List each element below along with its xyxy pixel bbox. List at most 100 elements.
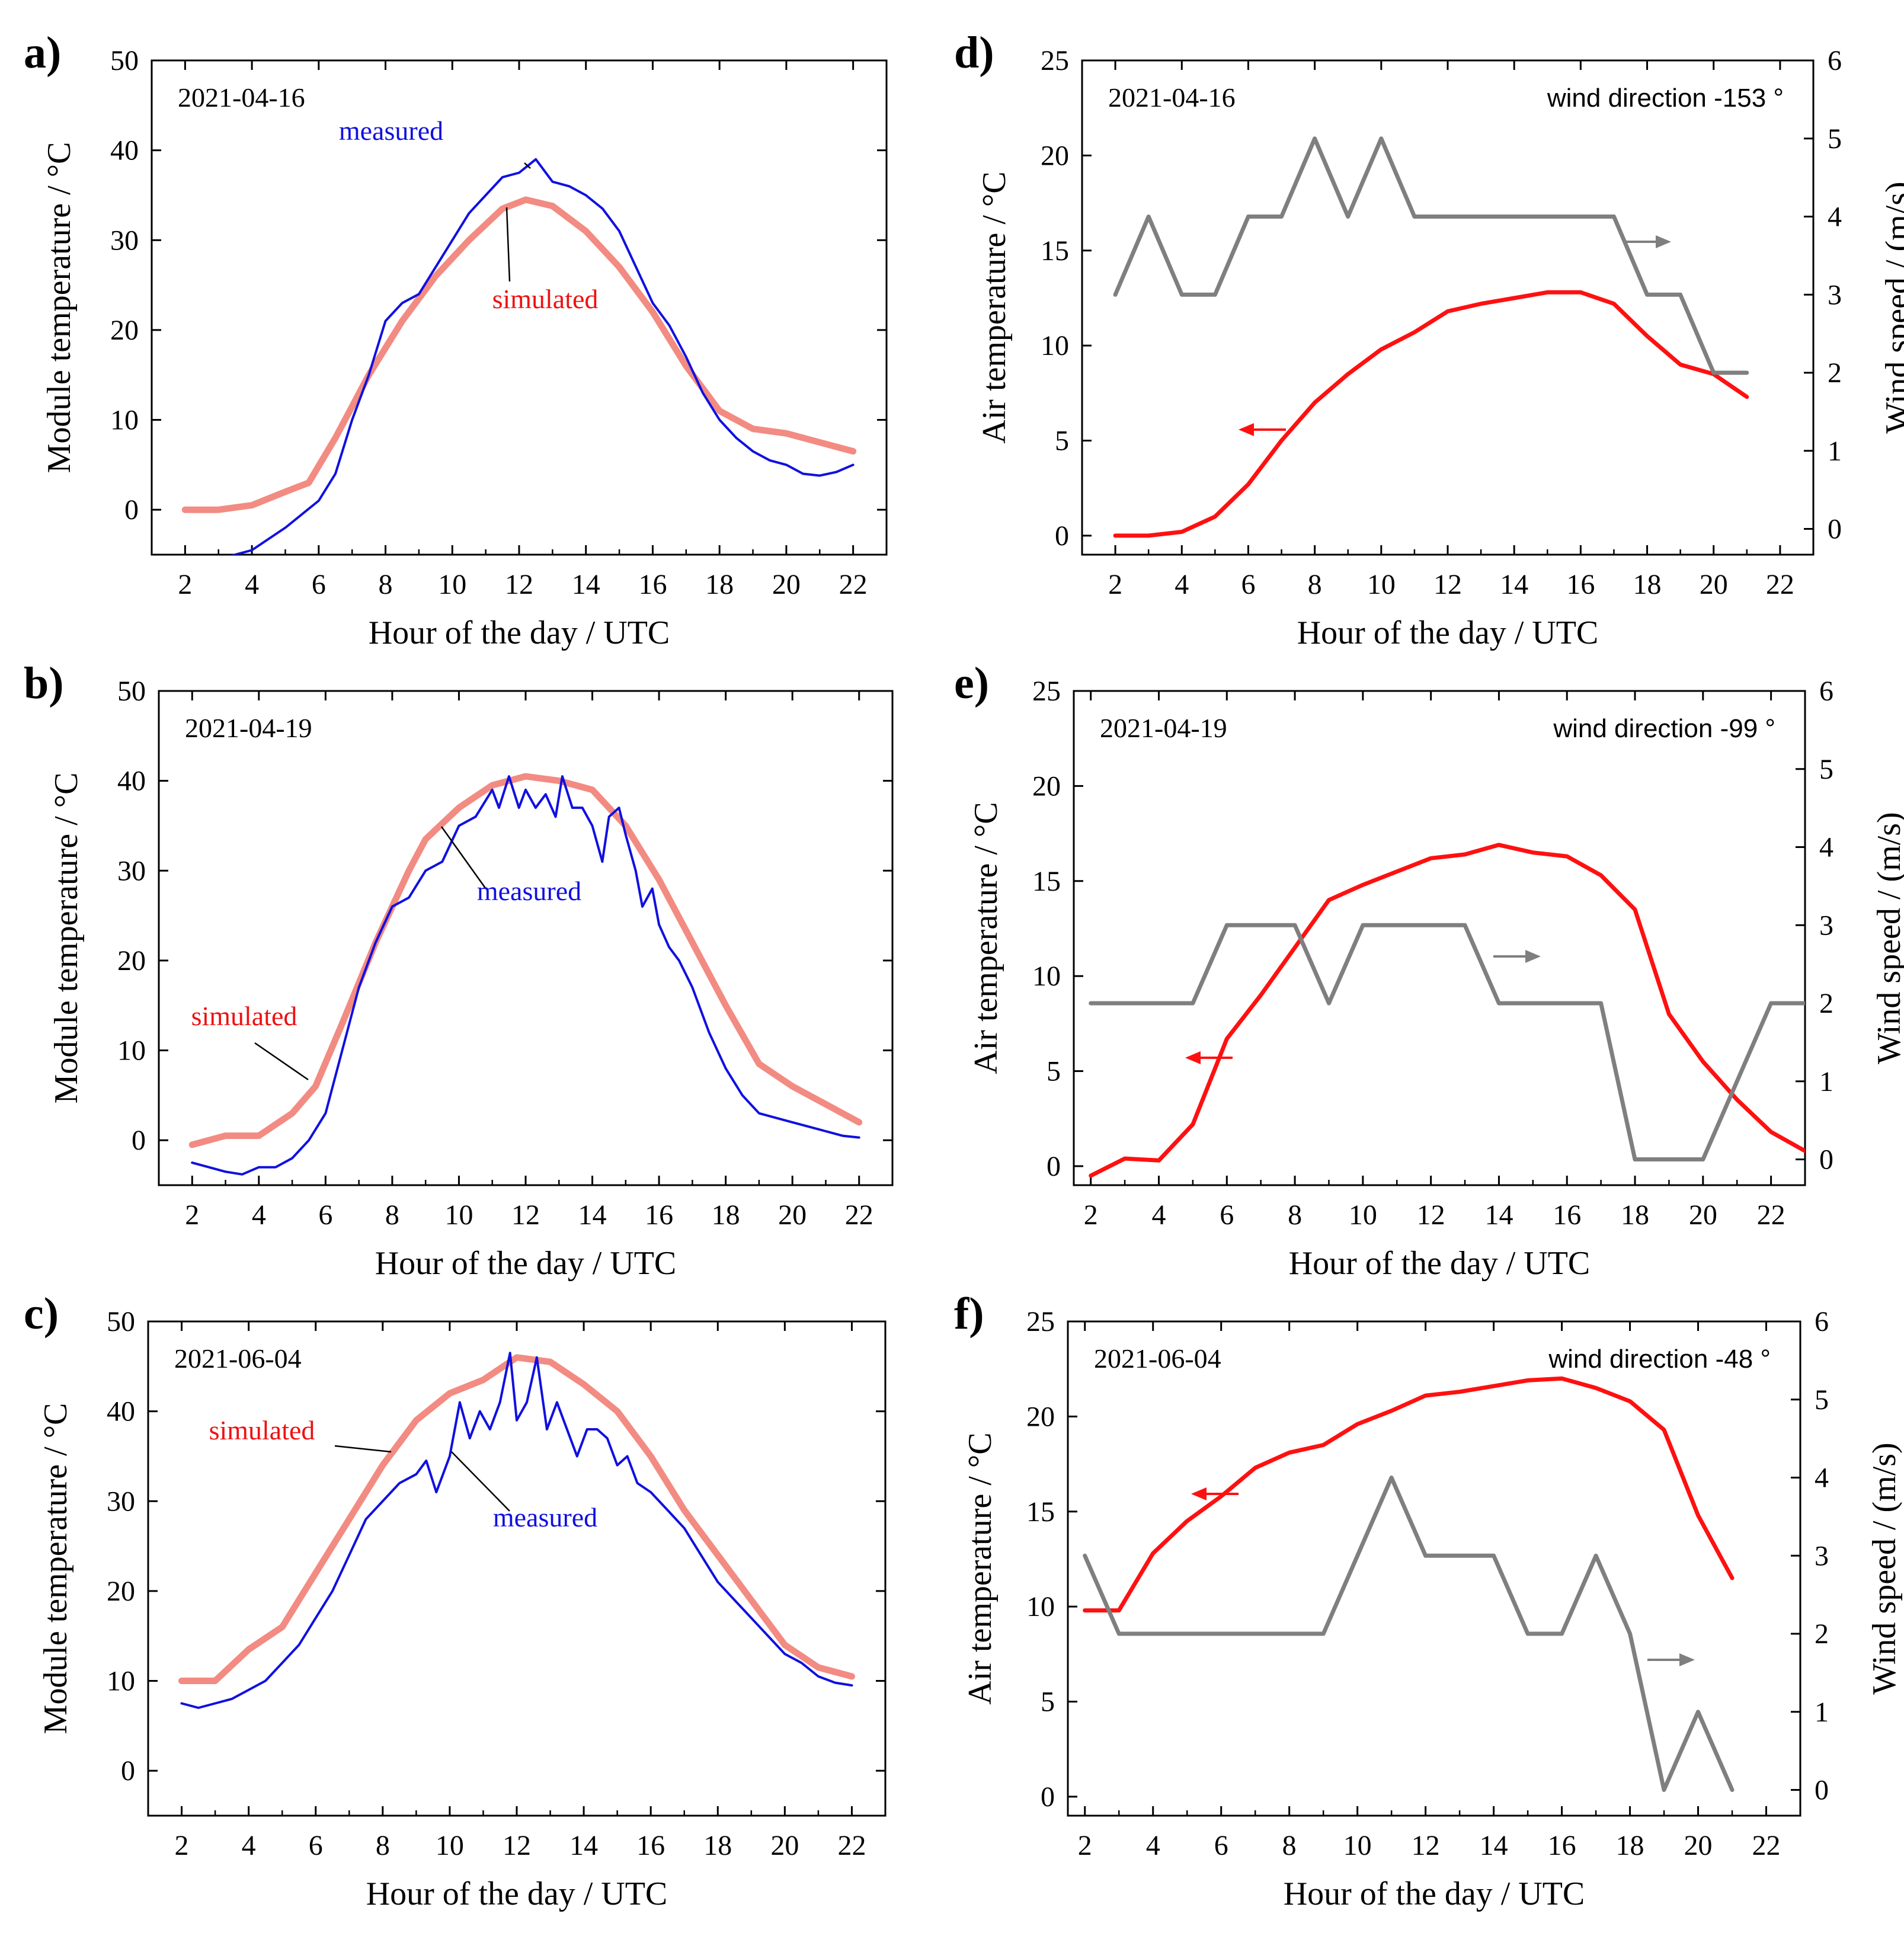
x-tick-label: 18	[1621, 1199, 1649, 1231]
y-tick-label: 50	[107, 1306, 135, 1337]
x-tick-label: 6	[309, 1830, 323, 1861]
x-tick-label: 2	[178, 569, 192, 600]
annotation-leader	[505, 207, 511, 282]
x-tick-label: 4	[1175, 569, 1189, 600]
annotation-simulated: simulated	[209, 1415, 315, 1445]
series-line-wind-speed	[1089, 923, 1805, 1161]
x-tick-label: 18	[1616, 1830, 1644, 1861]
x-tick-label: 2	[1078, 1830, 1092, 1861]
x-tick-label: 12	[505, 569, 533, 600]
y-tick-label: 30	[110, 225, 139, 256]
annotation-simulated: simulated	[492, 284, 599, 314]
y2-tick-label: 0	[1815, 1775, 1829, 1806]
x-axis-title: Hour of the day / UTC	[366, 1876, 668, 1912]
x-tick-label: 8	[379, 569, 393, 600]
y2-tick-label: 3	[1815, 1540, 1829, 1572]
x-tick-label: 10	[1349, 1199, 1377, 1231]
y-tick-label: 20	[1032, 770, 1061, 802]
date-label: 2021-04-19	[185, 713, 312, 743]
series-line-wind-speed	[1113, 136, 1749, 375]
panel-letter: d)	[954, 28, 994, 78]
x-tick-label: 10	[1343, 1830, 1372, 1861]
y-tick-label: 0	[124, 494, 139, 526]
x-tick-label: 6	[1214, 1830, 1228, 1861]
wind-direction-label: wind direction -99 °	[1553, 714, 1775, 743]
plot-frame	[1081, 59, 1815, 556]
x-tick-label: 16	[1553, 1199, 1581, 1231]
x-tick-label: 20	[1684, 1830, 1713, 1861]
y2-tick-label: 0	[1828, 514, 1842, 545]
y-tick-label: 50	[117, 676, 146, 707]
x-tick-label: 18	[705, 569, 734, 600]
x-tick-label: 12	[1412, 1830, 1440, 1861]
annotation-leader	[334, 1445, 392, 1453]
y-tick-label: 10	[110, 405, 139, 436]
y-tick-label: 20	[117, 945, 146, 977]
date-label: 2021-04-16	[178, 82, 305, 113]
y2-tick-label: 6	[1819, 676, 1833, 707]
x-tick-label: 14	[572, 569, 600, 600]
series-line-air-temperature	[1083, 1376, 1735, 1613]
series-group	[178, 1352, 855, 1709]
x-tick-label: 16	[638, 569, 667, 600]
y2-tick-label: 1	[1815, 1697, 1829, 1728]
left-axis-arrow-head	[1191, 1487, 1207, 1500]
annotation-leader	[524, 162, 531, 169]
x-axis-title: Hour of the day / UTC	[369, 615, 670, 651]
x-tick-label: 8	[1288, 1199, 1302, 1231]
x-tick-label: 18	[703, 1830, 732, 1861]
x-tick-label: 10	[444, 1199, 473, 1231]
x-tick-label: 6	[1241, 569, 1255, 600]
date-label: 2021-06-04	[1094, 1343, 1221, 1374]
x-tick-label: 2	[1108, 569, 1122, 600]
x-tick-label: 22	[1766, 569, 1794, 600]
y2-tick-label: 1	[1828, 436, 1842, 467]
y-axis-title: Module temperature / °C	[37, 1403, 74, 1734]
date-label: 2021-04-19	[1100, 713, 1227, 743]
y2-tick-label: 4	[1819, 832, 1833, 863]
panel-d: 2 4 6 8 10 12 14 16 18 20 2205101520250123456Hour …	[954, 28, 1904, 651]
y-axis-title: Module temperature / °C	[48, 773, 85, 1104]
series-line-measured	[180, 1352, 853, 1709]
right-axis-arrow-head	[1525, 950, 1541, 963]
x-tick-label: 20	[772, 569, 801, 600]
x-tick-label: 18	[712, 1199, 740, 1231]
series-group	[181, 158, 857, 555]
y2-axis-title: Wind speed / (m/s)	[1871, 812, 1904, 1064]
series-group	[1113, 136, 1749, 538]
x-tick-label: 8	[385, 1199, 399, 1231]
x-tick-label: 10	[438, 569, 466, 600]
y2-tick-label: 2	[1828, 357, 1842, 389]
x-tick-label: 14	[569, 1830, 598, 1861]
y-tick-label: 40	[110, 135, 139, 167]
y-tick-label: 20	[110, 315, 139, 346]
x-tick-label: 8	[376, 1830, 390, 1861]
annotation-measured: measured	[339, 116, 443, 146]
y2-tick-label: 3	[1819, 910, 1833, 941]
series-line-simulated	[188, 773, 863, 1148]
x-tick-label: 12	[1433, 569, 1462, 600]
x-tick-label: 6	[318, 1199, 332, 1231]
y-tick-label: 20	[1041, 140, 1069, 171]
y-axis-title: Module temperature / °C	[41, 142, 78, 473]
x-tick-label: 14	[1500, 569, 1528, 600]
x-tick-label: 14	[1480, 1830, 1508, 1861]
x-tick-label: 10	[1367, 569, 1396, 600]
y-tick-label: 20	[107, 1576, 135, 1607]
y-tick-label: 15	[1032, 866, 1061, 897]
x-tick-label: 20	[770, 1830, 799, 1861]
y-tick-label: 50	[110, 45, 139, 76]
y2-tick-label: 1	[1819, 1066, 1833, 1097]
y-tick-label: 10	[1032, 961, 1061, 992]
x-tick-label: 20	[778, 1199, 807, 1231]
series-line-measured	[191, 775, 860, 1176]
panel-letter: a)	[24, 28, 61, 78]
y-tick-label: 30	[107, 1486, 135, 1517]
x-tick-label: 18	[1633, 569, 1662, 600]
x-tick-label: 12	[1417, 1199, 1445, 1231]
y-axis-title: Air temperature / °C	[962, 1432, 999, 1704]
x-tick-label: 16	[1566, 569, 1595, 600]
plot-frame	[158, 690, 894, 1186]
right-axis-arrow-head	[1656, 235, 1671, 248]
wind-direction-label: wind direction -153 °	[1547, 84, 1784, 113]
